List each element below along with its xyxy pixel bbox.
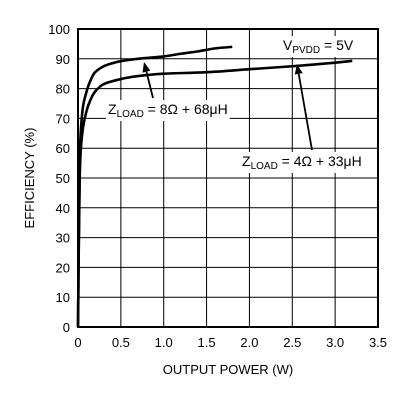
x-tick-label: 2.5: [283, 335, 301, 350]
annotation-load-8ohm-text: ZLOAD = 8Ω + 68μH: [108, 101, 228, 120]
annotation-load-4ohm-text: ZLOAD = 4Ω + 33μH: [242, 153, 362, 172]
x-tick-label: 0: [74, 335, 81, 350]
annotation-vpvdd-text: VPVDD = 5V: [283, 37, 354, 56]
series-line-load4: [76, 59, 353, 328]
x-tick-label: 3.5: [369, 335, 387, 350]
annotation-load-4ohm-background: [240, 152, 364, 173]
arrow-load-8ohm-shaft: [145, 71, 154, 99]
y-tick-label: 100: [48, 22, 70, 37]
arrow-load-4ohm-head: [294, 64, 303, 75]
x-axis-label: OUTPUT POWER (W): [163, 362, 293, 377]
tick-labels: 0 0.5 1.0 1.5 2.0 2.5 3.0 3.5 0 10 20 30 40 50 60 70 80 9…: [48, 22, 387, 350]
annotation-vpvdd-background: [281, 36, 356, 57]
arrow-load-8ohm-head: [142, 62, 151, 73]
y-tick-label: 0: [63, 320, 70, 335]
annotation-load-4ohm: ZLOAD = 4Ω + 33μH: [240, 152, 364, 173]
y-tick-label: 50: [56, 171, 70, 186]
arrow-load-4ohm-shaft: [297, 73, 313, 151]
y-tick-label: 80: [56, 82, 70, 97]
x-tick-label: 0.5: [112, 335, 130, 350]
data-series: [76, 45, 353, 328]
plot-frame: [77, 28, 379, 328]
series-line-load8: [76, 45, 233, 328]
x-tick-label: 2.0: [240, 335, 258, 350]
y-tick-label: 70: [56, 111, 70, 126]
y-tick-label: 40: [56, 201, 70, 216]
y-axis-label: EFFICIENCY (%): [22, 128, 37, 229]
y-tick-label: 20: [56, 260, 70, 275]
y-tick-label: 10: [56, 290, 70, 305]
annotation-load-8ohm: ZLOAD = 8Ω + 68μH: [106, 100, 230, 121]
y-tick-label: 60: [56, 141, 70, 156]
annotations: VPVDD = 5V ZLOAD = 8Ω + 68μH ZLOAD = 4Ω + …: [106, 36, 364, 173]
y-tick-label: 90: [56, 52, 70, 67]
x-tick-label: 1.5: [198, 335, 216, 350]
x-tick-label: 1.0: [155, 335, 173, 350]
x-tick-label: 3.0: [326, 335, 344, 350]
annotation-load-8ohm-background: [106, 100, 230, 121]
y-tick-label: 30: [56, 231, 70, 246]
annotation-vpvdd: VPVDD = 5V: [281, 36, 356, 57]
